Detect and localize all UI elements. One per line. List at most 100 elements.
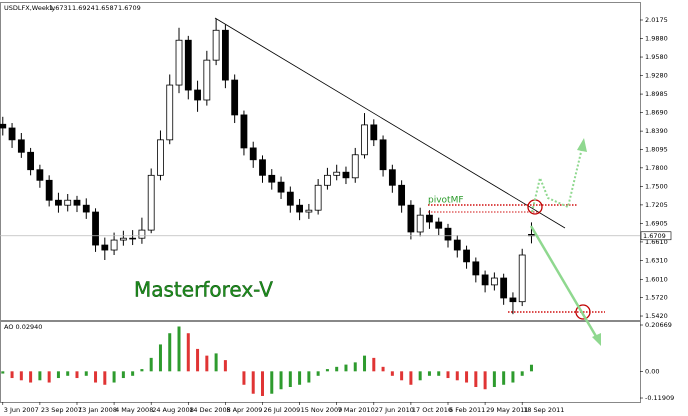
y-tick-label: 1.9580: [645, 53, 668, 61]
candle-body: [490, 277, 498, 286]
ao-bar: [242, 371, 246, 385]
ao-bar: [465, 371, 469, 383]
candle-body: [82, 204, 90, 213]
ao-bar: [205, 355, 209, 372]
candle-body: [426, 214, 433, 223]
y-tick-label: 1.7800: [645, 164, 668, 172]
candle-body: [370, 124, 378, 141]
candle-body: [221, 29, 229, 81]
y-tick-label: 1.6010: [645, 275, 668, 283]
ao-bar: [363, 355, 367, 372]
candle-body: [240, 114, 248, 149]
x-tick-label: 29 May 2011: [486, 406, 528, 414]
x-tick-label: 5 Apr 2009: [226, 406, 262, 414]
y-tick-label: 0.20669: [645, 321, 672, 329]
candle-body: [435, 221, 443, 229]
candle-body: [277, 181, 285, 193]
price-tag: [640, 231, 672, 241]
candle-body: [101, 244, 109, 251]
header-open: 1.6731: [49, 4, 72, 12]
ao-bar: [158, 344, 162, 372]
indicator-title: AO 0.02940: [4, 323, 42, 331]
x-tick-label: 3 Jun 2007: [4, 406, 39, 414]
candle-body: [296, 204, 303, 213]
candle-body: [342, 171, 350, 179]
candle-body: [8, 127, 16, 141]
y-tick-label: 1.8095: [645, 145, 668, 153]
y-tick-label: 1.7500: [645, 183, 668, 191]
y-tick-label: 1.5720: [645, 293, 668, 301]
y-tick-label: 1.7205: [645, 201, 668, 209]
ao-bar: [511, 371, 515, 383]
ao-bar: [75, 371, 79, 379]
arrow-head: [592, 333, 601, 346]
candle-body: [0, 123, 7, 129]
candle-body: [472, 261, 480, 276]
ao-bar: [186, 333, 190, 372]
candle-body: [138, 229, 146, 239]
candle-body: [73, 199, 81, 206]
ao-bar: [427, 371, 431, 376]
candle-body: [388, 169, 396, 186]
ao-bar: [298, 371, 302, 385]
ao-bar: [168, 333, 172, 372]
x-tick-label: 23 Sep 2007: [41, 406, 82, 414]
ao-bar: [409, 371, 413, 385]
ao-bar: [390, 371, 394, 376]
ao-bar: [437, 371, 441, 376]
ao-panel: [0, 321, 641, 403]
arrow-head: [577, 138, 587, 152]
candle-body: [129, 237, 137, 240]
candle-body: [453, 239, 461, 251]
ao-bar: [131, 371, 135, 376]
brand-label: Masterforex-V: [134, 278, 273, 302]
target-circle: [575, 304, 591, 320]
ao-bar: [1, 371, 5, 374]
candle-body: [333, 171, 341, 176]
x-tick-label: 15 Nov 2009: [301, 406, 343, 414]
ao-bar: [223, 360, 227, 372]
x-tick-label: 24 Aug 2008: [152, 406, 194, 414]
ao-bar: [177, 326, 181, 372]
bullish-path: [531, 147, 583, 213]
y-tick-label: 2.0175: [645, 16, 668, 24]
price-layer: 1.6709: [0, 18, 672, 315]
candle-body: [463, 249, 470, 263]
candle-body: [509, 297, 517, 303]
candle-body: [361, 124, 368, 156]
ao-bar: [418, 371, 422, 381]
price-tag-label: 1.6709: [643, 232, 666, 240]
candle-body: [398, 184, 406, 206]
candle-body: [45, 179, 53, 201]
ao-bar: [140, 369, 144, 372]
candle-body: [286, 191, 294, 206]
ao-bar: [353, 362, 357, 372]
candle-body: [110, 239, 118, 251]
candle-body: [351, 154, 359, 179]
x-tick-label: 6 Feb 2011: [449, 406, 485, 414]
candle-body: [17, 139, 25, 153]
x-tick-label: 4 May 2008: [115, 406, 153, 414]
candle-body: [268, 174, 276, 183]
candle-body: [175, 39, 183, 86]
header-high: 1.6924: [72, 4, 95, 12]
ao-bar: [270, 371, 274, 394]
x-tick-label: 27 Jun 2010: [375, 406, 414, 414]
candle-body: [157, 139, 164, 176]
ao-bar: [121, 371, 125, 379]
candle-body: [184, 39, 192, 91]
y-tick-label: 1.5420: [645, 312, 668, 320]
ao-bar: [455, 371, 459, 381]
ao-bar: [260, 371, 264, 396]
ao-bar: [372, 357, 376, 372]
ao-bar: [47, 371, 51, 383]
y-tick-label: 1.6310: [645, 257, 668, 265]
ao-bar: [325, 369, 329, 372]
x-tick-label: 14 Dec 2008: [189, 406, 231, 414]
y-tick-label: 1.9280: [645, 72, 668, 80]
candle-body: [36, 169, 44, 181]
ao-bar: [19, 371, 23, 381]
candle-body: [249, 147, 257, 161]
